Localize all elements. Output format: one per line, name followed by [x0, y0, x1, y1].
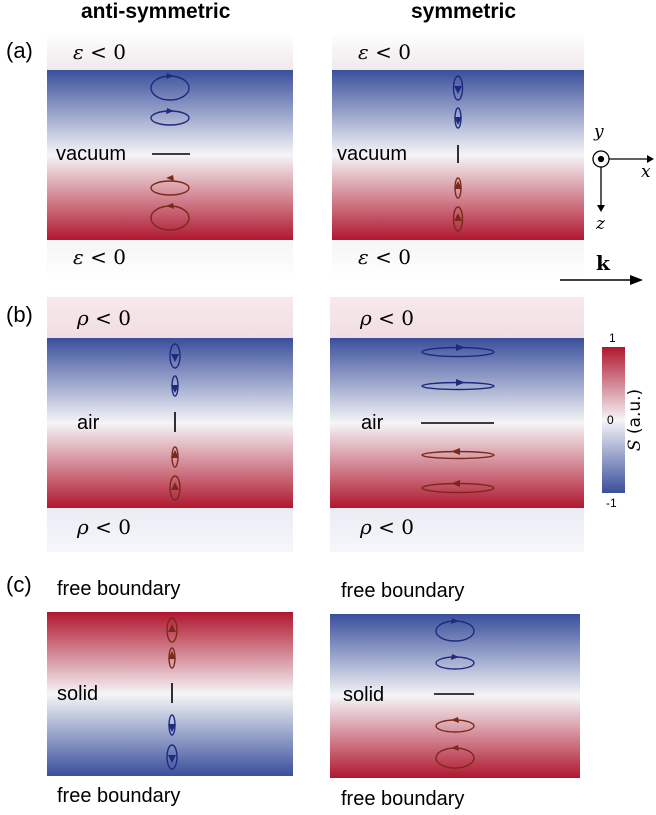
arrow-icon — [451, 618, 459, 624]
arrow-icon — [168, 755, 176, 763]
panel-c-left-field — [47, 612, 293, 776]
panel-c-right-loops — [434, 618, 475, 769]
panel-b-left-bottom-condition: ρ < 0 — [77, 515, 131, 539]
panel-c-left-loops — [166, 617, 178, 770]
title-anti-symmetric: anti-symmetric — [81, 0, 231, 23]
loop-icon — [150, 180, 190, 196]
axis-label-x: x — [641, 162, 651, 182]
panel-a-right-bottom-region — [332, 240, 584, 278]
colorbar-min-label: -1 — [606, 496, 617, 510]
colorbar-mid-label: 0 — [607, 413, 614, 427]
panel-b-right-medium: air — [361, 412, 384, 434]
panel-b-left-top-condition: ρ < 0 — [77, 306, 131, 330]
loop-icon — [166, 617, 178, 643]
z-arrowhead-icon — [597, 205, 605, 212]
panel-c-left-bottom-boundary: free boundary — [57, 785, 181, 807]
colorbar-max-label: 1 — [609, 331, 616, 345]
arrow-icon — [451, 654, 459, 660]
arrow-icon — [171, 354, 179, 362]
panel-a-right-medium: vacuum — [337, 143, 408, 165]
panel-b-right-loops — [421, 344, 495, 494]
arrow-icon — [168, 651, 176, 659]
arrow-icon — [454, 86, 462, 94]
wavevector-label-k: k — [596, 251, 610, 275]
axis-label-y: y — [594, 122, 604, 142]
arrow-icon — [166, 73, 174, 79]
panel-b-left-field — [47, 338, 293, 508]
panel-a-left-loops — [150, 73, 190, 231]
panel-b-left-loops — [169, 343, 181, 501]
arrow-icon — [456, 379, 465, 386]
loop-icon — [452, 75, 464, 101]
title-symmetric: symmetric — [411, 0, 517, 23]
panel-c-right-medium: solid — [343, 684, 385, 706]
arrow-icon — [168, 724, 176, 732]
loop-icon — [452, 206, 464, 232]
loop-icon — [169, 343, 181, 369]
panel-label-a: (a) — [6, 38, 33, 63]
arrow-icon — [451, 480, 460, 487]
panel-label-b: (b) — [6, 302, 33, 327]
loop-icon — [166, 744, 178, 770]
arrow-icon — [166, 203, 174, 209]
arrow-icon — [454, 213, 462, 221]
panel-c-left-top-boundary: free boundary — [57, 578, 181, 600]
panel-a-right-bottom-condition: ε < 0 — [358, 245, 411, 269]
panel-a-left-top-condition: ε < 0 — [73, 40, 126, 64]
panel-c-left-medium: solid — [57, 683, 99, 705]
arrow-icon — [456, 344, 465, 351]
panel-a-left-medium: vacuum — [56, 143, 127, 165]
arrow-icon — [166, 108, 174, 114]
panel-b-left-medium: air — [77, 412, 100, 434]
arrow-icon — [451, 717, 459, 723]
panel-a-left-bottom-region — [47, 240, 293, 278]
x-arrowhead-icon — [647, 155, 654, 163]
arrow-icon — [454, 181, 462, 189]
panel-b-right-bottom-region — [330, 508, 584, 552]
loop-icon — [169, 475, 181, 501]
arrow-icon — [451, 745, 459, 751]
colorbar — [602, 347, 625, 493]
arrow-icon — [171, 450, 179, 458]
panel-c-right-bottom-boundary: free boundary — [341, 788, 465, 810]
panel-a-left-bottom-condition: ε < 0 — [73, 245, 126, 269]
k-arrowhead-icon — [630, 275, 643, 285]
panel-b-left-top-region — [47, 297, 293, 338]
y-axis-dot-icon — [597, 155, 605, 163]
colorbar-title: S (a.u.) — [625, 388, 645, 452]
panel-b-right-bottom-condition: ρ < 0 — [360, 515, 414, 539]
panel-a-right-top-condition: ε < 0 — [358, 40, 411, 64]
arrow-icon — [166, 175, 174, 181]
panel-a-left-field — [47, 70, 293, 240]
panel-c-right-top-boundary: free boundary — [341, 580, 465, 602]
arrow-icon — [451, 448, 460, 455]
panel-b-right-top-condition: ρ < 0 — [360, 306, 414, 330]
arrow-icon — [454, 117, 462, 125]
arrow-icon — [171, 482, 179, 490]
panel-b-right-top-region — [330, 297, 584, 338]
arrow-icon — [171, 385, 179, 393]
panel-label-c: (c) — [6, 572, 32, 597]
panel-a-right-loops — [452, 75, 464, 232]
arrow-icon — [168, 624, 176, 632]
panel-b-left-bottom-region — [47, 508, 293, 552]
panel-a-right-top-region — [332, 32, 584, 70]
panel-a-left-top-region — [47, 32, 293, 70]
coordinate-axes — [560, 150, 654, 285]
axis-label-z: z — [596, 214, 605, 234]
